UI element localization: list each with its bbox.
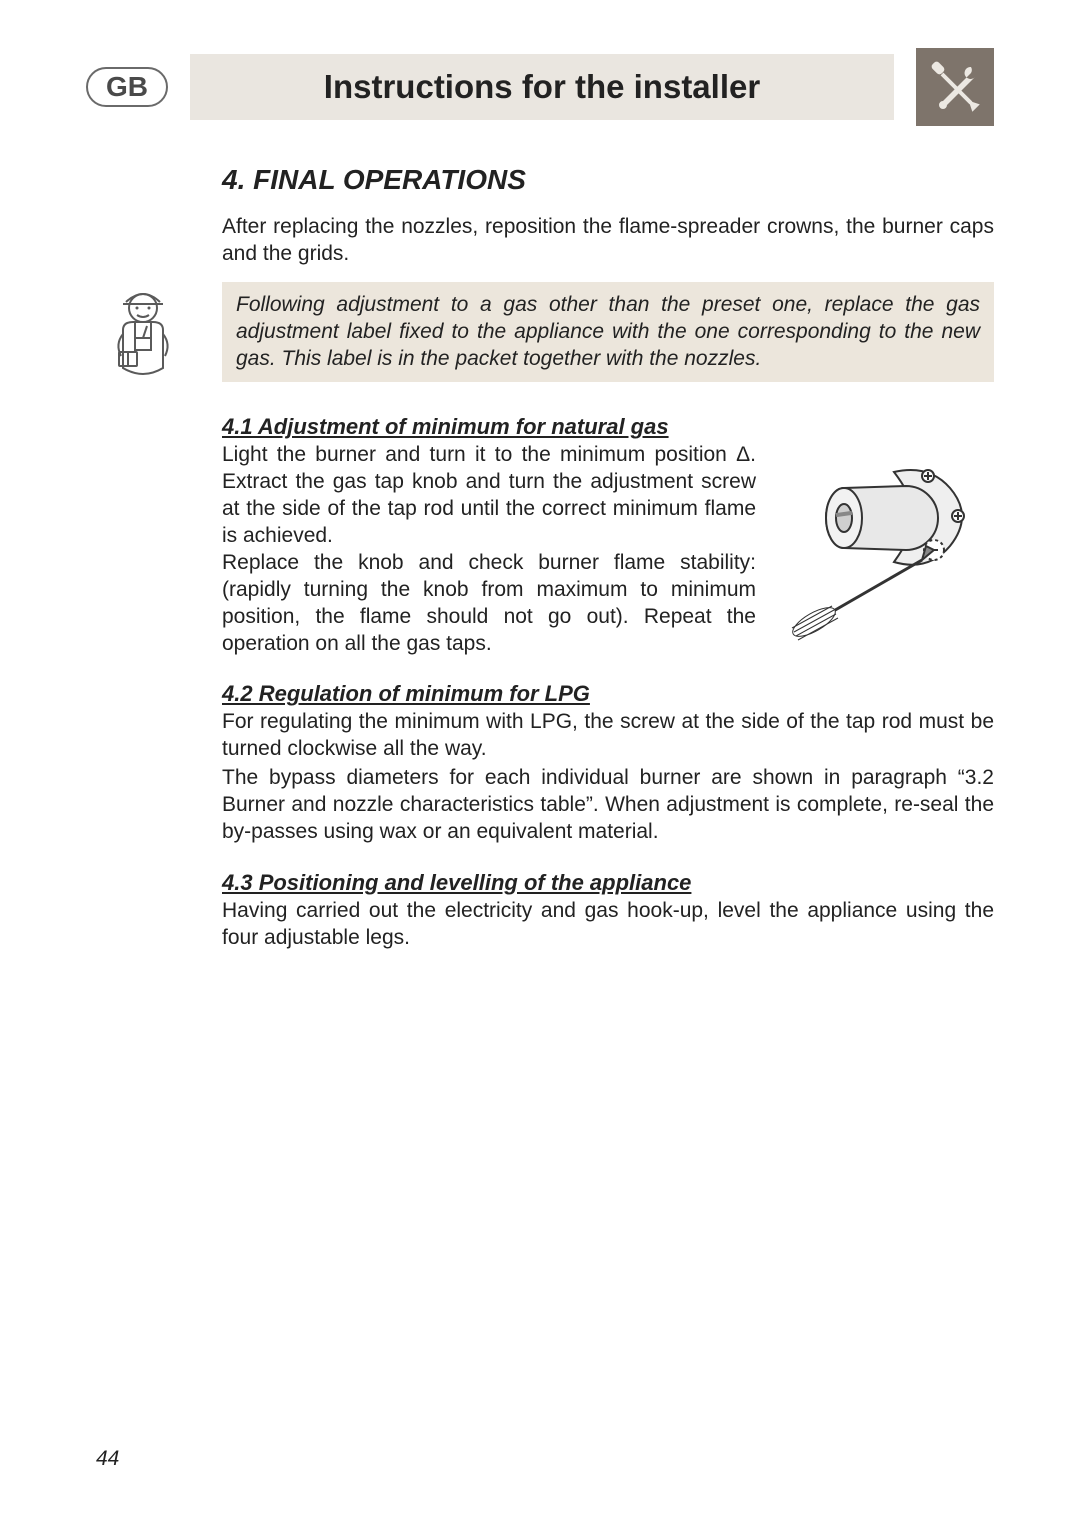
main-content: 4. FINAL OPERATIONS After replacing the … bbox=[222, 164, 994, 952]
tools-crossed-icon bbox=[916, 48, 994, 126]
section-4-1-text: Light the burner and turn it to the mini… bbox=[222, 442, 756, 657]
section-4-3-heading: 4.3 Positioning and levelling of the app… bbox=[222, 870, 994, 896]
gas-tap-screwdriver-figure bbox=[774, 442, 994, 642]
page-header: GB Instructions for the installer bbox=[86, 48, 994, 126]
section-4-2-heading: 4.2 Regulation of minimum for LPG bbox=[222, 681, 994, 707]
page-number: 44 bbox=[96, 1447, 119, 1471]
section-4-1-text-p2: Replace the knob and check burner flame … bbox=[222, 551, 756, 655]
section-4-1-text-before: Light the burner and turn it to the mini… bbox=[222, 443, 736, 466]
section-4-1-heading: 4.1 Adjustment of minimum for natural ga… bbox=[222, 414, 994, 440]
section-4-heading: 4. FINAL OPERATIONS bbox=[222, 164, 994, 196]
installer-person-icon bbox=[86, 282, 200, 382]
section-4-intro: After replacing the nozzles, reposition … bbox=[222, 214, 994, 268]
section-4-1-body: Light the burner and turn it to the mini… bbox=[222, 442, 994, 657]
gas-label-note: Following adjustment to a gas other than… bbox=[222, 282, 994, 383]
gas-label-note-row: Following adjustment to a gas other than… bbox=[86, 282, 994, 383]
section-4-2-text-p1: For regulating the minimum with LPG, the… bbox=[222, 709, 994, 763]
section-4-3-text: Having carried out the electricity and g… bbox=[222, 898, 994, 952]
country-badge: GB bbox=[86, 67, 168, 107]
page-title: Instructions for the installer bbox=[190, 54, 894, 120]
low-flame-symbol: Δ bbox=[736, 443, 750, 466]
section-4-2-text-p2: The bypass diameters for each individual… bbox=[222, 765, 994, 846]
